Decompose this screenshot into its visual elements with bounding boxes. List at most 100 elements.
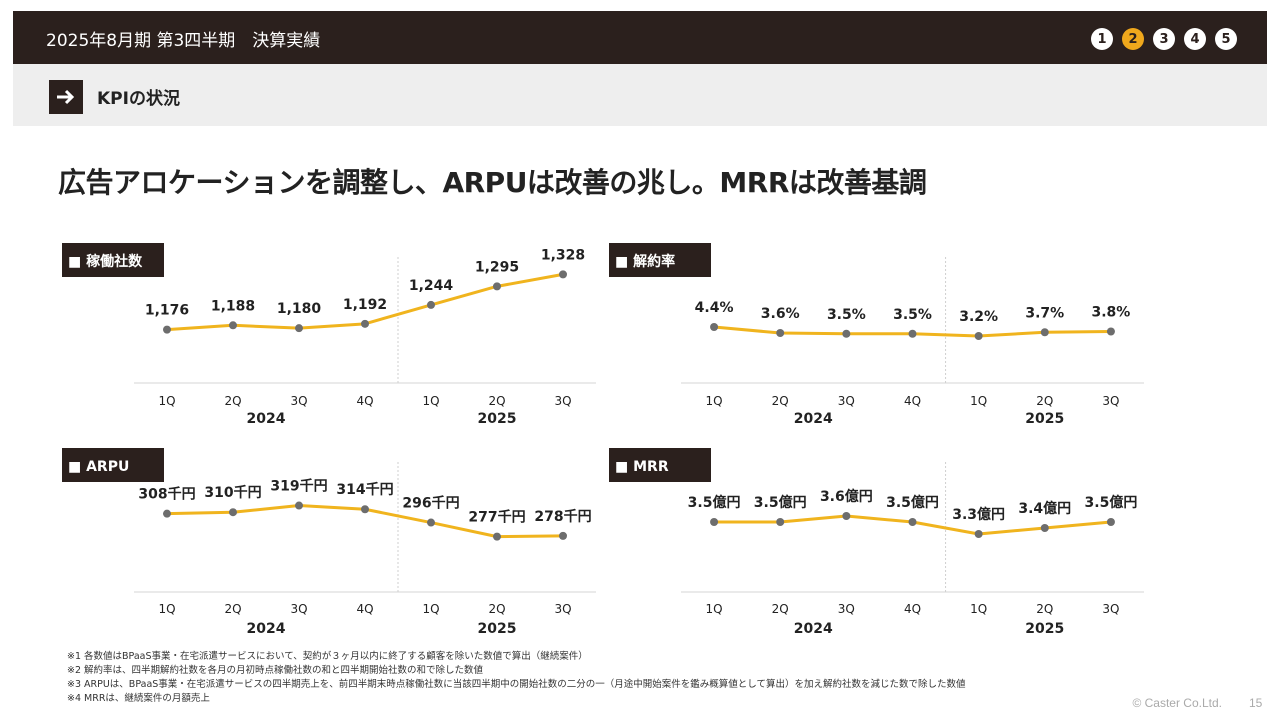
data-point bbox=[974, 332, 983, 340]
data-label: 3.8% bbox=[1092, 305, 1131, 321]
x-tick-label: 2Q bbox=[1036, 394, 1053, 408]
data-label: 1,295 bbox=[475, 259, 519, 275]
data-point bbox=[493, 532, 501, 541]
data-point bbox=[974, 530, 983, 538]
data-label: 319千円 bbox=[270, 478, 327, 495]
data-label: 3.2% bbox=[959, 309, 998, 325]
data-label: 3.6% bbox=[761, 306, 800, 322]
x-tick-label: 1Q bbox=[706, 602, 723, 616]
x-tick-label: 4Q bbox=[904, 394, 921, 408]
x-tick-label: 3Q bbox=[1102, 602, 1119, 616]
footnote-1: ※1 各数値はBPaaS事業・在宅派遣サービスにおいて、契約が３ヶ月以内に終了す… bbox=[67, 651, 588, 662]
data-point bbox=[493, 282, 501, 291]
x-tick-label: 1Q bbox=[422, 394, 439, 408]
year-group-label: 2024 bbox=[247, 411, 286, 427]
x-tick-label: 2Q bbox=[1036, 602, 1053, 616]
footnotes: ※1 各数値はBPaaS事業・在宅派遣サービスにおいて、契約が３ヶ月以内に終了す… bbox=[67, 650, 966, 706]
arrow-right-icon bbox=[49, 80, 83, 114]
data-label: 3.7% bbox=[1025, 305, 1064, 321]
page-headline: 広告アロケーションを調整し、ARPUは改善の兆し。MRRは改善基調 bbox=[58, 166, 927, 199]
page-dot-2-active[interactable]: 2 bbox=[1122, 28, 1144, 50]
chart-title-tab bbox=[609, 448, 711, 482]
chart-title-tab bbox=[609, 243, 711, 277]
data-label: 296千円 bbox=[402, 495, 459, 512]
data-point bbox=[908, 518, 917, 526]
x-tick-label: 3Q bbox=[1102, 394, 1119, 408]
data-label: 277千円 bbox=[468, 509, 525, 526]
page-dot-4[interactable]: 4 bbox=[1184, 28, 1206, 50]
year-group-label: 2025 bbox=[478, 411, 517, 427]
copyright: © Caster Co.Ltd. bbox=[1132, 696, 1222, 710]
data-label: 1,176 bbox=[145, 303, 189, 319]
page-number: 15 bbox=[1249, 696, 1263, 710]
x-tick-label: 4Q bbox=[356, 602, 373, 616]
data-point bbox=[163, 325, 171, 334]
x-tick-label: 3Q bbox=[838, 602, 855, 616]
data-point bbox=[1040, 328, 1049, 337]
data-label: 3.6億円 bbox=[820, 488, 873, 505]
x-tick-label: 1Q bbox=[706, 394, 723, 408]
x-tick-label: 1Q bbox=[970, 602, 987, 616]
data-label: 3.5億円 bbox=[886, 494, 939, 511]
data-label: 310千円 bbox=[204, 484, 261, 501]
year-group-label: 2024 bbox=[794, 621, 833, 637]
page-navigation: 1 2 3 4 5 bbox=[1091, 28, 1237, 50]
x-tick-label: 2Q bbox=[772, 602, 789, 616]
data-label: 308千円 bbox=[138, 486, 195, 503]
page-dot-1[interactable]: 1 bbox=[1091, 28, 1113, 50]
x-tick-label: 3Q bbox=[554, 602, 571, 616]
data-point bbox=[427, 300, 435, 309]
data-point bbox=[295, 501, 303, 510]
x-tick-label: 3Q bbox=[290, 602, 307, 616]
footnote-2: ※2 解約率は、四半期解約社数を各月の月初時点稼働社数の和と四半期開始社数の和で… bbox=[67, 665, 484, 676]
x-tick-label: 2Q bbox=[224, 394, 241, 408]
x-tick-label: 1Q bbox=[158, 394, 175, 408]
page-dot-3[interactable]: 3 bbox=[1153, 28, 1175, 50]
data-label: 3.5% bbox=[893, 307, 932, 323]
data-label: 314千円 bbox=[336, 481, 393, 498]
x-tick-label: 3Q bbox=[290, 394, 307, 408]
data-point bbox=[1106, 327, 1115, 336]
data-point bbox=[1040, 524, 1049, 532]
data-label: 3.5億円 bbox=[1085, 494, 1138, 511]
year-group-label: 2025 bbox=[1025, 411, 1064, 427]
x-tick-label: 3Q bbox=[838, 394, 855, 408]
data-label: 3.5% bbox=[827, 307, 866, 323]
section-label: KPIの状況 bbox=[97, 89, 180, 109]
data-label: 3.5億円 bbox=[754, 494, 807, 511]
x-tick-label: 1Q bbox=[970, 394, 987, 408]
data-point bbox=[427, 518, 435, 527]
x-tick-label: 2Q bbox=[488, 602, 505, 616]
data-point bbox=[559, 270, 567, 279]
data-label: 1,328 bbox=[541, 247, 585, 263]
x-tick-label: 2Q bbox=[488, 394, 505, 408]
year-group-label: 2025 bbox=[478, 621, 517, 637]
chart-title: ■ MRR bbox=[615, 459, 669, 475]
presentation-title: 2025年8月期 第3四半期 決算実績 bbox=[46, 31, 321, 51]
data-point bbox=[710, 518, 719, 526]
data-point bbox=[361, 319, 369, 328]
chart-title: ■ ARPU bbox=[68, 459, 129, 475]
page-dot-5[interactable]: 5 bbox=[1215, 28, 1237, 50]
data-point bbox=[776, 518, 785, 526]
data-label: 1,188 bbox=[211, 298, 255, 314]
x-tick-label: 2Q bbox=[772, 394, 789, 408]
data-label: 4.4% bbox=[695, 300, 734, 316]
x-tick-label: 1Q bbox=[158, 602, 175, 616]
data-label: 1,192 bbox=[343, 297, 387, 313]
chart-title: ■ 解約率 bbox=[615, 253, 675, 270]
x-tick-label: 3Q bbox=[554, 394, 571, 408]
data-point bbox=[295, 324, 303, 333]
x-tick-label: 4Q bbox=[904, 602, 921, 616]
x-tick-label: 1Q bbox=[422, 602, 439, 616]
data-point bbox=[559, 531, 567, 540]
data-label: 1,180 bbox=[277, 301, 322, 317]
footnote-3: ※3 ARPUは、BPaaS事業・在宅派遣サービスの四半期売上を、前四半期末時点… bbox=[67, 679, 966, 690]
data-point bbox=[710, 323, 719, 331]
data-point bbox=[229, 508, 237, 517]
data-label: 278千円 bbox=[534, 508, 591, 525]
x-tick-label: 2Q bbox=[224, 602, 241, 616]
year-group-label: 2024 bbox=[247, 621, 286, 637]
footnote-4: ※4 MRRは、継続案件の月額売上 bbox=[67, 693, 210, 704]
